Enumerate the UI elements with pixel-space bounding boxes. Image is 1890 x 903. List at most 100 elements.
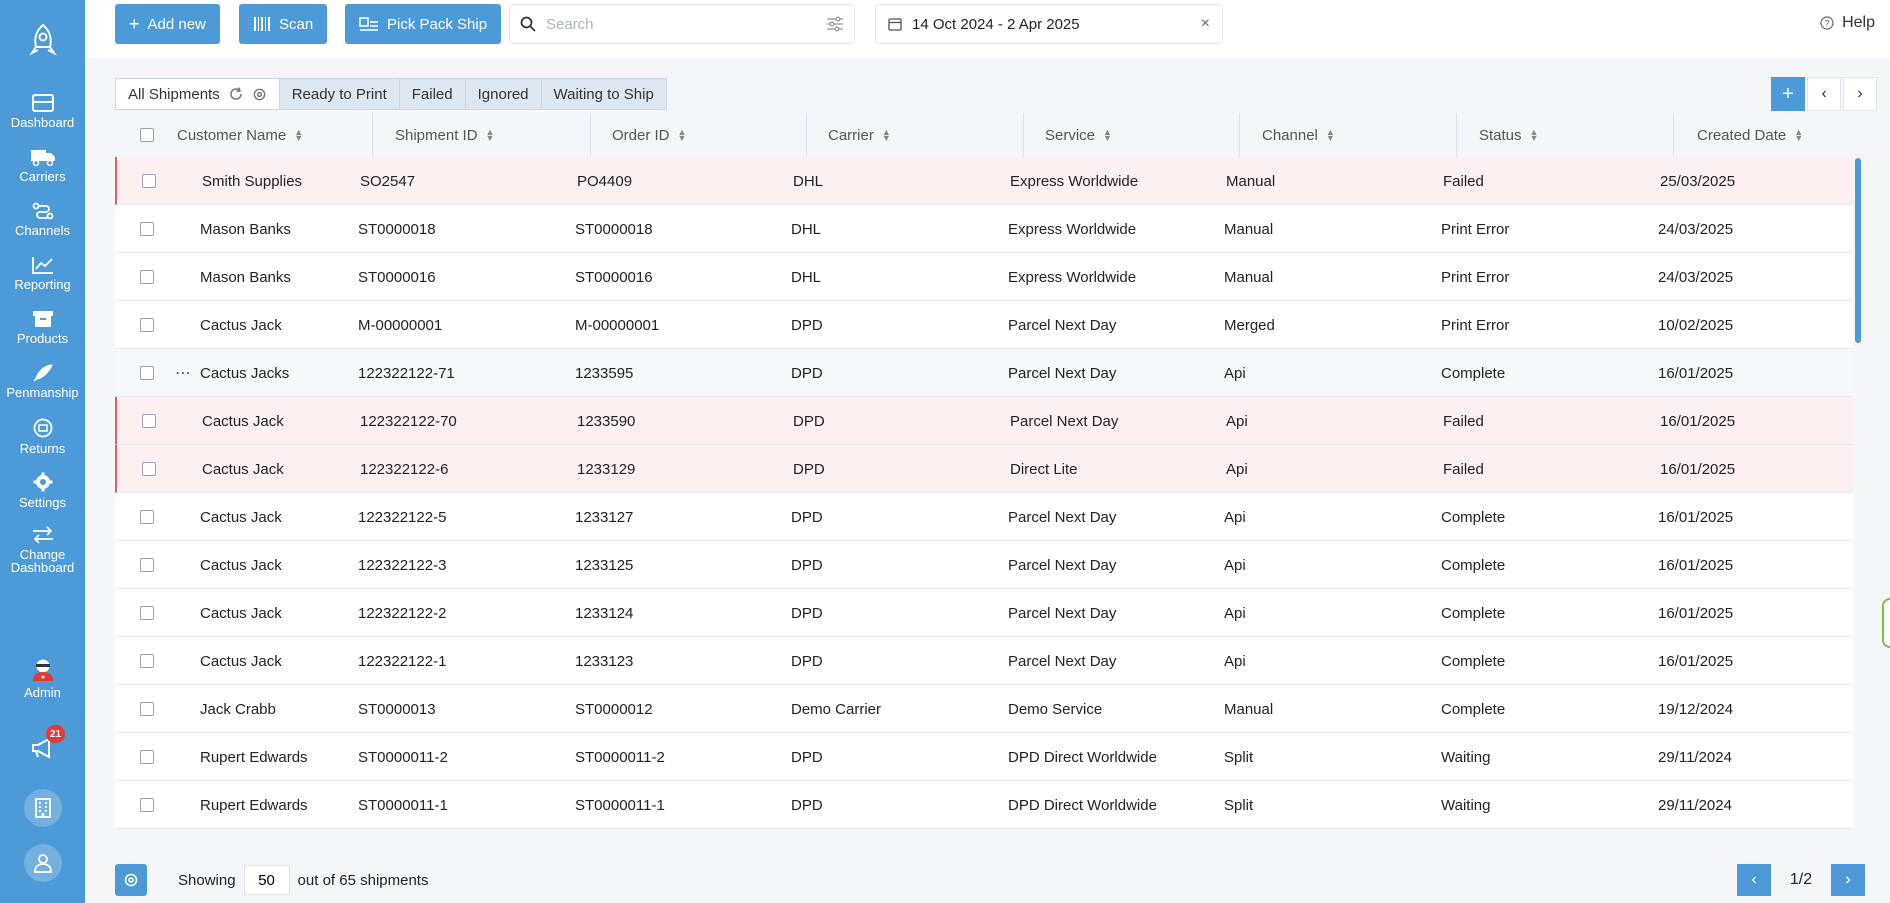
table-row[interactable]: Mason Banks ST0000016 ST0000016 DHL Express … xyxy=(115,253,1853,301)
column-channel[interactable]: Channel ▲ ▼ xyxy=(1262,113,1335,157)
table-row[interactable]: Jack Crabb ST0000013 ST0000012 Demo Carrier… xyxy=(115,685,1853,733)
table-row[interactable]: ⋯ Cactus Jacks 122322122-71 1233595 DPD Parce… xyxy=(115,349,1853,397)
column-shipment-id[interactable]: Shipment ID ▲ ▼ xyxy=(395,113,494,157)
page-size-input[interactable] xyxy=(243,865,290,895)
cell-order-id: PO4409 xyxy=(577,172,633,190)
row-checkbox[interactable] xyxy=(142,174,156,188)
cell-shipment-id: SO2547 xyxy=(360,172,416,190)
tab-label: All Shipments xyxy=(128,85,220,103)
cell-service: DPD Direct Worldwide xyxy=(1008,796,1157,814)
cell-order-id: ST0000018 xyxy=(575,220,653,238)
add-new-button[interactable]: + Add new xyxy=(115,4,220,44)
sidebar-item-products[interactable]: Products xyxy=(0,310,85,345)
table-row[interactable]: Cactus Jack 122322122-70 1233590 DPD Parcel … xyxy=(115,397,1853,445)
row-checkbox[interactable] xyxy=(140,558,154,572)
sidebar-item-returns[interactable]: Returns xyxy=(0,418,85,455)
prev-page-button[interactable]: ‹ xyxy=(1737,864,1771,896)
tab-settings-icon[interactable] xyxy=(252,87,267,102)
column-carrier[interactable]: Carrier ▲ ▼ xyxy=(828,113,891,157)
cell-shipment-id: 122322122-3 xyxy=(358,556,447,574)
help-link[interactable]: ? Help xyxy=(1820,14,1875,32)
table-row[interactable]: Cactus Jack 122322122-6 1233129 DPD Direct L… xyxy=(115,445,1853,493)
app-logo[interactable] xyxy=(0,18,85,62)
sort-icon: ▲ ▼ xyxy=(294,127,304,143)
cell-service: DPD Direct Worldwide xyxy=(1008,748,1157,766)
select-all-checkbox[interactable] xyxy=(140,128,154,142)
sidebar-item-label: Dashboard xyxy=(10,115,75,130)
cell-channel: Split xyxy=(1224,748,1254,766)
table-row[interactable]: Cactus Jack 122322122-2 1233124 DPD Parcel N… xyxy=(115,589,1853,637)
next-tab-button[interactable]: › xyxy=(1843,77,1877,111)
row-select-cell xyxy=(140,685,154,733)
table-header: Customer Name ▲ ▼ Shipment ID ▲ ▼ Order ID ▲ ▼… xyxy=(115,113,1855,157)
tab-waiting-to-ship[interactable]: Waiting to Ship xyxy=(541,78,667,110)
sidebar-item-penmanship[interactable]: Penmanship xyxy=(0,364,85,399)
table-row[interactable]: Mason Banks ST0000018 ST0000018 DHL Express … xyxy=(115,205,1853,253)
scan-button[interactable]: Scan xyxy=(239,4,328,44)
next-page-button[interactable]: › xyxy=(1831,864,1865,896)
profile-button[interactable] xyxy=(0,844,85,882)
row-checkbox[interactable] xyxy=(140,222,154,236)
tab-failed[interactable]: Failed xyxy=(399,78,466,110)
row-checkbox[interactable] xyxy=(140,702,154,716)
sidebar-item-admin[interactable]: Admin xyxy=(0,658,85,699)
date-range-picker[interactable]: 14 Oct 2024 - 2 Apr 2025 × xyxy=(875,4,1223,44)
sidebar-item-reporting[interactable]: Reporting xyxy=(0,256,85,291)
sidebar-item-settings[interactable]: Settings xyxy=(0,472,85,509)
row-checkbox[interactable] xyxy=(140,510,154,524)
organisation-button[interactable] xyxy=(0,789,85,827)
table-row[interactable]: Cactus Jack M-00000001 M-00000001 DPD Parcel… xyxy=(115,301,1853,349)
table-row[interactable]: Cactus Jack 122322122-3 1233125 DPD Parcel N… xyxy=(115,541,1853,589)
sidebar-item-change-dashboard[interactable]: Change Dashboard xyxy=(0,526,85,574)
pick-pack-ship-button[interactable]: Pick Pack Ship xyxy=(345,4,502,44)
clear-date-icon[interactable]: × xyxy=(1200,15,1210,32)
row-checkbox[interactable] xyxy=(140,654,154,668)
cell-carrier: DPD xyxy=(791,364,823,382)
table-row[interactable]: Cactus Jack 122322122-1 1233123 DPD Parcel N… xyxy=(115,637,1853,685)
sidebar-item-dashboard[interactable]: Dashboard xyxy=(0,94,85,129)
tab-label: Ready to Print xyxy=(291,85,387,103)
column-customer-name[interactable]: Customer Name ▲ ▼ xyxy=(177,113,303,157)
tab-all-shipments[interactable]: All Shipments xyxy=(115,78,280,110)
column-label: Customer Name xyxy=(177,126,287,144)
row-actions-icon[interactable]: ⋯ xyxy=(175,365,192,382)
cell-created: 16/01/2025 xyxy=(1658,364,1734,382)
row-checkbox[interactable] xyxy=(142,414,156,428)
row-checkbox[interactable] xyxy=(140,798,154,812)
notifications-button[interactable] xyxy=(0,736,85,760)
table-row[interactable]: Rupert Edwards ST0000011-2 ST0000011-2 DPD D… xyxy=(115,733,1853,781)
cell-service: Parcel Next Day xyxy=(1010,412,1119,430)
table-row[interactable]: Smith Supplies SO2547 PO4409 DHL Express Wor… xyxy=(115,157,1853,205)
row-checkbox[interactable] xyxy=(140,366,154,380)
cell-carrier: DPD xyxy=(791,508,823,526)
column-status[interactable]: Status ▲ ▼ xyxy=(1479,113,1538,157)
cell-carrier: DHL xyxy=(793,172,824,190)
cell-customer: Cactus Jack xyxy=(200,604,282,622)
table-row[interactable]: Cactus Jack 122322122-5 1233127 DPD Parcel N… xyxy=(115,493,1853,541)
row-checkbox[interactable] xyxy=(140,750,154,764)
tab-ready-to-print[interactable]: Ready to Print xyxy=(279,78,400,110)
sidebar-item-channels[interactable]: Channels xyxy=(0,202,85,237)
sidebar-item-carriers[interactable]: Carriers xyxy=(0,148,85,183)
column-order-id[interactable]: Order ID ▲ ▼ xyxy=(612,113,686,157)
side-widget-tab[interactable] xyxy=(1882,598,1890,648)
table-scrollbar[interactable] xyxy=(1855,158,1861,343)
gear-icon xyxy=(33,472,52,492)
column-service[interactable]: Service ▲ ▼ xyxy=(1045,113,1112,157)
chevron-right-icon: › xyxy=(1845,871,1851,888)
search-input[interactable] xyxy=(546,15,816,33)
cell-carrier: DPD xyxy=(791,748,823,766)
row-checkbox[interactable] xyxy=(140,318,154,332)
filter-sliders-icon[interactable] xyxy=(826,16,844,32)
column-created-date[interactable]: Created Date ▲ ▼ xyxy=(1697,113,1803,157)
add-tab-button[interactable]: + xyxy=(1771,77,1805,111)
table-row[interactable]: Rupert Edwards ST0000011-1 ST0000011-1 DPD D… xyxy=(115,781,1853,829)
table-settings-button[interactable] xyxy=(115,864,147,896)
tab-ignored[interactable]: Ignored xyxy=(465,78,542,110)
row-checkbox[interactable] xyxy=(140,606,154,620)
row-checkbox[interactable] xyxy=(142,462,156,476)
cell-carrier: DPD xyxy=(791,604,823,622)
refresh-icon[interactable] xyxy=(228,86,244,102)
prev-tab-button[interactable]: ‹ xyxy=(1807,77,1841,111)
row-checkbox[interactable] xyxy=(140,270,154,284)
